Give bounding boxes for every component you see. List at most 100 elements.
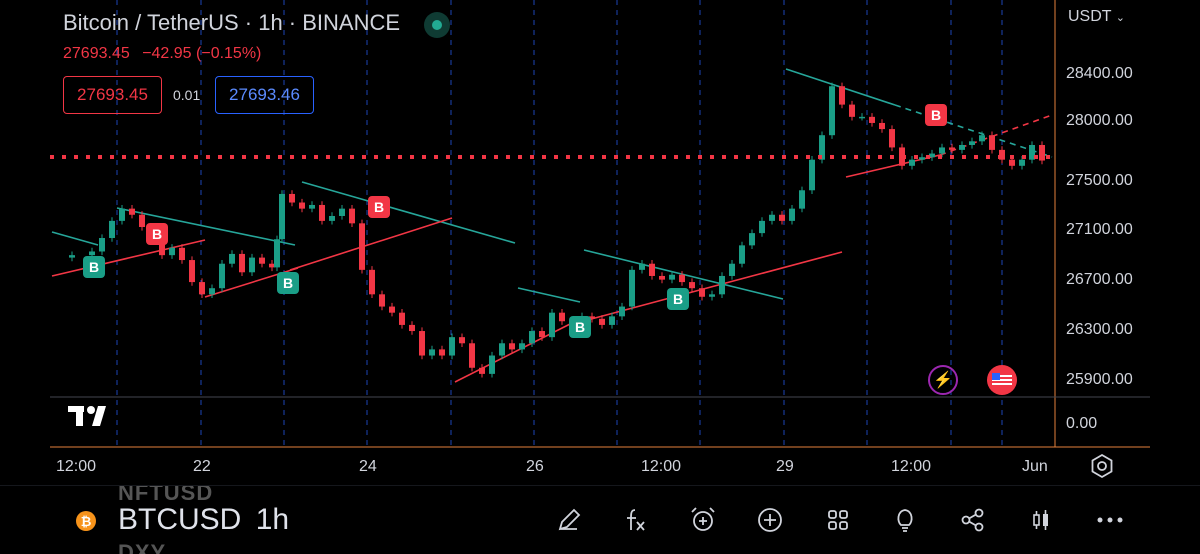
candle-body: [609, 316, 615, 325]
candle-body: [559, 312, 565, 322]
candle-body: [679, 274, 685, 283]
trend-line: [116, 207, 296, 246]
price-label-27500: 27500.00: [1066, 172, 1133, 189]
buy-price-button[interactable]: 27693.46: [215, 76, 314, 114]
candle-body: [439, 349, 445, 356]
currency-label: USDT: [1068, 8, 1112, 25]
candle-body: [529, 331, 535, 344]
candle-body: [969, 141, 975, 145]
candle-body: [799, 190, 805, 209]
lightbulb-icon[interactable]: [888, 503, 922, 537]
candle-body: [839, 86, 845, 105]
candle-body: [449, 337, 455, 356]
candle-body: [229, 253, 235, 264]
candle-body: [929, 153, 935, 158]
price-label-26300: 26300.00: [1066, 321, 1133, 338]
candle-body: [769, 214, 775, 221]
candle-body: [179, 247, 185, 261]
candle-body: [919, 157, 925, 160]
candle-body: [729, 263, 735, 276]
candle-body: [1009, 159, 1015, 166]
candles-icon[interactable]: [1024, 503, 1058, 537]
candle-body: [509, 343, 515, 350]
chart-settings-gear-icon[interactable]: [1088, 452, 1116, 480]
buy-signal-marker[interactable]: B: [277, 272, 299, 294]
candle-body: [69, 255, 75, 258]
candle-body: [779, 214, 785, 221]
function-icon[interactable]: [618, 503, 652, 537]
time-label: Jun: [1022, 458, 1048, 475]
time-label: 24: [359, 458, 377, 475]
chart-title[interactable]: Bitcoin / TetherUS · 1h · BINANCE: [63, 10, 401, 35]
candle-body: [639, 263, 645, 270]
buy-signal-marker[interactable]: B: [667, 288, 689, 310]
price-label-27100: 27100.00: [1066, 221, 1133, 238]
candle-body: [89, 251, 95, 256]
candle-body: [309, 204, 315, 209]
candle-body: [479, 367, 485, 374]
pencil-icon[interactable]: [552, 503, 586, 537]
candle-body: [1019, 159, 1025, 166]
indicator-value-label: 0.00: [1066, 415, 1098, 432]
trend-line-extension: [939, 114, 1053, 156]
candle-body: [959, 144, 965, 150]
price-summary: 27693.45 −42.95 (−0.15%): [63, 45, 261, 63]
candle-body: [939, 147, 945, 154]
trend-line: [583, 249, 784, 300]
candle-body: [859, 116, 865, 119]
share-icon[interactable]: [956, 503, 990, 537]
candle-body: [209, 288, 215, 295]
candle-body: [519, 343, 525, 350]
trend-line: [517, 287, 581, 303]
sell-signal-marker[interactable]: B: [146, 223, 168, 245]
candle-body: [539, 331, 545, 338]
buy-signal-marker[interactable]: B: [569, 316, 591, 338]
status-dot-icon: [432, 20, 442, 30]
trend-line: [51, 239, 206, 277]
candle-body: [429, 349, 435, 356]
candle-body: [719, 275, 725, 295]
time-label: 26: [526, 458, 544, 475]
more-icon[interactable]: [1093, 503, 1127, 537]
candle-body: [489, 355, 495, 374]
us-flag-event-icon[interactable]: [987, 365, 1017, 395]
trend-line: [301, 181, 516, 244]
candle-body: [589, 316, 595, 319]
candle-body: [1029, 144, 1035, 160]
sell-price-button[interactable]: 27693.45: [63, 76, 162, 114]
sell-signal-marker[interactable]: B: [925, 104, 947, 126]
lightning-event-icon[interactable]: ⚡: [928, 365, 958, 395]
grid-icon[interactable]: [821, 503, 855, 537]
trend-line-extension: [894, 104, 1053, 158]
candle-body: [629, 269, 635, 307]
symbol-selector[interactable]: BTCUSD 1h: [118, 503, 289, 537]
time-label: 12:00: [641, 458, 682, 475]
candle-body: [419, 331, 425, 356]
candle-body: [189, 260, 195, 283]
candle-body: [109, 220, 115, 239]
currency-selector[interactable]: USDT ⌄: [1068, 8, 1125, 26]
interval-selector[interactable]: 1h: [255, 503, 290, 536]
vertical-grid: [116, 0, 1003, 447]
time-label: 12:00: [56, 458, 97, 475]
buy-signal-marker[interactable]: B: [83, 256, 105, 278]
candle-body: [459, 337, 465, 344]
candle-body: [689, 282, 695, 289]
candle-body: [299, 202, 305, 209]
candle-body: [999, 149, 1005, 160]
alarm-plus-icon[interactable]: [686, 503, 720, 537]
candles: [69, 82, 1045, 378]
candle-body: [329, 215, 335, 221]
candle-body: [339, 208, 345, 216]
market-open-indicator[interactable]: [424, 12, 450, 38]
candle-body: [274, 239, 280, 268]
candle-body: [879, 122, 885, 130]
candle-body: [259, 257, 265, 264]
candle-body: [619, 306, 625, 317]
candle-body: [269, 263, 275, 268]
plus-circle-icon[interactable]: [753, 503, 787, 537]
sell-signal-marker[interactable]: B: [368, 196, 390, 218]
candle-body: [199, 282, 205, 295]
candle-body: [469, 343, 475, 368]
